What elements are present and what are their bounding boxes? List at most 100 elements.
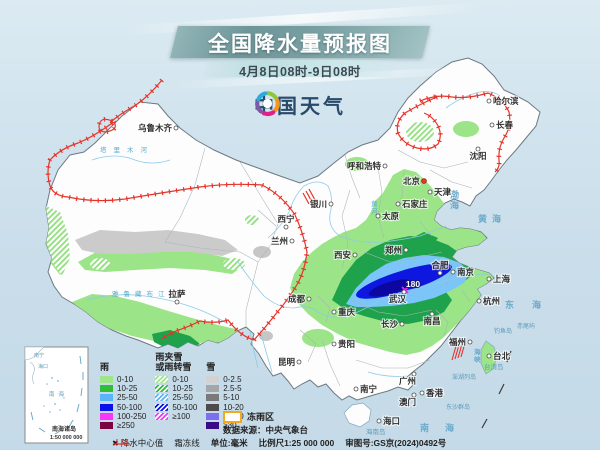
legend-sleet-column: 雨夹雪 或雨转雪 0-10 10-25 25-50 50-100 ≥100 xyxy=(155,352,197,430)
city-dot xyxy=(450,269,456,275)
city-dot xyxy=(403,247,409,253)
map-label: 黄河 xyxy=(371,199,378,215)
map-label: 雅鲁藏布江 xyxy=(112,289,170,298)
city-dot xyxy=(296,359,302,365)
legend-row: ≥250 xyxy=(100,421,146,430)
legend-swatch xyxy=(100,412,113,420)
legend-row: 25-50 xyxy=(100,393,146,402)
city-dot xyxy=(489,122,495,128)
city-label: 沈阳 xyxy=(469,151,486,161)
map-label: 黄海 xyxy=(478,213,506,224)
city-label: 澳门 xyxy=(399,397,416,407)
city-label: 北京 xyxy=(403,176,421,186)
map-label: 渤海 xyxy=(450,189,459,210)
city-label: 乌鲁木齐 xyxy=(138,123,173,133)
legend-snow-header: 雪 xyxy=(206,361,216,372)
legend-label: 2.5-5 xyxy=(223,384,242,394)
city-dot xyxy=(173,125,179,131)
legend-label: 10-25 xyxy=(172,384,193,394)
precip-center-value: 180 xyxy=(406,279,420,289)
city-marker-银川: 银川 xyxy=(308,198,334,210)
map-label: 海南岛 xyxy=(366,427,386,436)
legend-label: 25-50 xyxy=(172,393,193,403)
legend-swatch xyxy=(100,394,113,402)
city-marker-南宁: 南宁 xyxy=(353,383,379,395)
legend-sleet-header-2: 或雨转雪 xyxy=(155,361,192,372)
unit-note: 单位:毫米 xyxy=(210,438,248,448)
scale-note: 比例尺1:25 000 000 xyxy=(258,438,335,448)
city-label: 呼和浩特 xyxy=(347,161,382,171)
map-label: 南海诸岛 xyxy=(52,425,76,433)
city-label: 香港 xyxy=(425,388,444,398)
city-marker-长沙: 长沙 xyxy=(380,318,405,330)
frost-line xyxy=(45,78,513,343)
city-dot xyxy=(382,163,388,169)
legend-label: 0-10 xyxy=(117,375,134,385)
map-label: 东海 xyxy=(505,299,559,310)
approval-number: 审图号:GS京(2024)0492号 xyxy=(345,438,447,448)
precip-center-legend: ✖ 降水中心值 xyxy=(112,438,164,448)
data-source: 数据来源：中央气象台 xyxy=(223,425,309,435)
city-dot xyxy=(353,386,359,392)
legend-swatch xyxy=(206,403,220,411)
city-dot xyxy=(289,238,295,244)
city-marker-台北: 台北 xyxy=(486,350,512,362)
city-marker-沈阳: 沈阳 xyxy=(468,146,488,162)
city-dot xyxy=(486,98,492,104)
city-label: 武汉 xyxy=(389,294,407,304)
city-marker-乌鲁木齐: 乌鲁木齐 xyxy=(137,122,179,134)
city-dot xyxy=(427,189,433,195)
legend-row: 10-25 xyxy=(100,384,146,393)
legend-row: 25-50 xyxy=(155,393,197,402)
legend-sleet-header-1: 雨夹雪 xyxy=(155,352,183,362)
city-label: 合肥 xyxy=(430,260,449,270)
legend-label: ≥30 xyxy=(223,421,237,431)
freezing-rain-swatch xyxy=(223,410,242,423)
city-dot xyxy=(401,289,407,295)
city-dot xyxy=(328,201,334,207)
legend-row: 100-250 xyxy=(100,412,146,421)
city-dot xyxy=(411,392,417,398)
page-title: 全国降水量预报图 xyxy=(208,33,392,56)
city-marker-杭州: 杭州 xyxy=(476,295,501,307)
legend-row: 50-100 xyxy=(155,403,197,412)
city-label: 太原 xyxy=(381,211,400,221)
legend-label: 0-10 xyxy=(172,375,189,385)
legend-row: 0-10 xyxy=(155,375,197,384)
city-label: 西宁 xyxy=(277,214,295,224)
forecast-period: 4月8日08时-9日08时 xyxy=(239,65,361,79)
city-marker-长春: 长春 xyxy=(489,119,515,131)
city-label: 南京 xyxy=(457,267,475,277)
legend-swatch xyxy=(100,422,113,430)
legend-swatch xyxy=(206,412,220,420)
city-dot xyxy=(437,270,443,276)
wind-symbol-yinchuan xyxy=(302,188,316,205)
legend-row: 10-20 xyxy=(206,403,244,412)
city-dot xyxy=(399,321,405,327)
wind-symbol-fuzhou-coast xyxy=(451,342,466,361)
city-label: 银川 xyxy=(309,199,327,209)
city-marker-上海: 上海 xyxy=(486,273,512,285)
city-dot xyxy=(376,418,382,424)
city-dot xyxy=(486,353,492,359)
city-marker-石家庄: 石家庄 xyxy=(395,198,429,210)
city-marker-昆明: 昆明 xyxy=(277,356,302,368)
city-marker-合肥: 合肥 xyxy=(429,259,450,276)
legend-row: ≥30 xyxy=(206,421,243,430)
city-marker-哈尔滨: 哈尔滨 xyxy=(486,95,520,107)
freezing-rain-legend: 冻雨区 xyxy=(223,410,274,423)
map-label: 南海 xyxy=(420,422,470,433)
legend-swatch xyxy=(100,403,113,411)
map-label: 赤尾屿 xyxy=(517,322,535,330)
freezing-rain-label: 冻雨区 xyxy=(247,412,275,422)
legend-row: 5-10 xyxy=(206,393,243,402)
city-label: 海口 xyxy=(383,416,400,426)
map-label: 1:50 000 000 xyxy=(50,435,82,441)
legend-label: ≥250 xyxy=(117,421,135,431)
city-label: 台北 xyxy=(493,351,511,361)
city-dot xyxy=(331,309,337,315)
